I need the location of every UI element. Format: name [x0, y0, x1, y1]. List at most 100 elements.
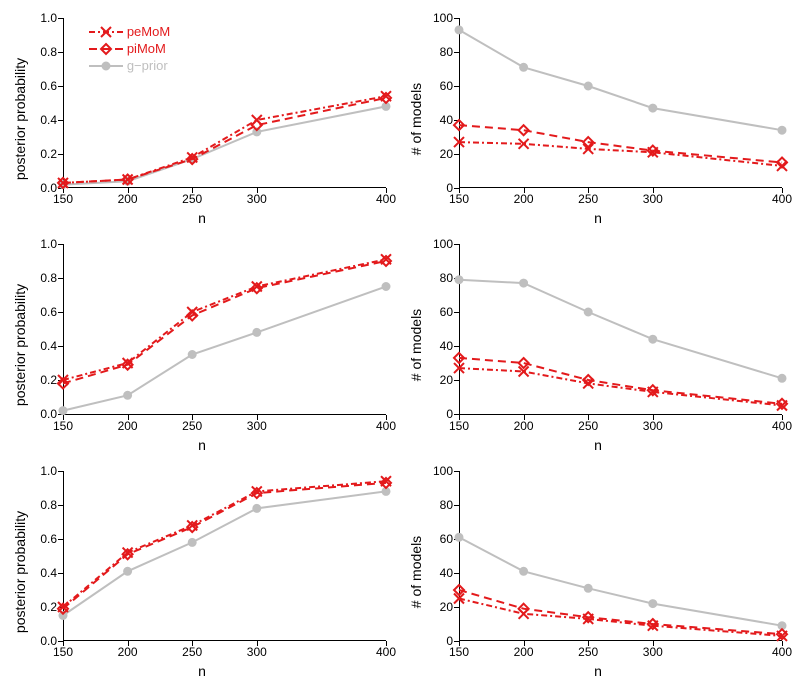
legend-swatch-peMoM — [89, 25, 123, 39]
series-marker-gprior — [124, 567, 132, 575]
series-line-peMoM — [459, 368, 782, 405]
series-line-peMoM — [63, 96, 386, 183]
x-tick-label: 400 — [772, 188, 792, 206]
series-marker-gprior — [382, 283, 390, 291]
x-axis-label: n — [594, 663, 602, 679]
x-tick-label: 200 — [118, 641, 138, 659]
plot-area: 0.00.20.40.60.81.0150200250300400 — [62, 471, 386, 641]
y-tick-label: 0.8 — [40, 271, 63, 285]
series-line-piMoM — [63, 483, 386, 609]
x-tick-label: 150 — [53, 641, 73, 659]
y-tick-label: 20 — [440, 147, 459, 161]
y-tick-label: 1.0 — [40, 11, 63, 25]
chart-panel-1: # of models n 020406080100150200250300400 — [406, 10, 790, 228]
x-axis-label: n — [594, 210, 602, 226]
x-tick-label: 400 — [376, 415, 396, 433]
y-axis-label: # of models — [408, 536, 424, 608]
series-marker-gprior — [253, 504, 261, 512]
x-axis-label: n — [198, 437, 206, 453]
series-marker-gprior — [520, 63, 528, 71]
x-tick-label: 200 — [514, 415, 534, 433]
y-tick-label: 20 — [440, 373, 459, 387]
x-tick-label: 300 — [247, 415, 267, 433]
x-axis-label: n — [198, 210, 206, 226]
x-tick-label: 300 — [643, 188, 663, 206]
x-tick-label: 250 — [578, 415, 598, 433]
x-tick-label: 300 — [643, 641, 663, 659]
series-marker-gprior — [188, 351, 196, 359]
y-tick-label: 80 — [440, 45, 459, 59]
y-tick-label: 0.6 — [40, 532, 63, 546]
chart-svg — [63, 244, 386, 414]
y-tick-label: 0.4 — [40, 113, 63, 127]
series-line-piMoM — [63, 261, 386, 383]
series-line-gprior — [63, 491, 386, 615]
legend-item-peMoM: peMoM — [89, 23, 170, 40]
y-axis-label: posterior probability — [12, 511, 28, 633]
y-axis-label: posterior probability — [12, 58, 28, 180]
series-marker-gprior — [455, 276, 463, 284]
series-marker-gprior — [584, 308, 592, 316]
x-tick-label: 150 — [449, 188, 469, 206]
x-tick-label: 250 — [182, 188, 202, 206]
legend-item-piMoM: piMoM — [89, 40, 170, 57]
series-line-peMoM — [63, 260, 386, 381]
x-tick-label: 250 — [182, 641, 202, 659]
legend-label: peMoM — [127, 24, 170, 40]
series-line-piMoM — [459, 125, 782, 162]
y-tick-label: 0.2 — [40, 147, 63, 161]
x-tick-label: 300 — [247, 188, 267, 206]
series-marker-gprior — [584, 584, 592, 592]
series-line-gprior — [63, 106, 386, 184]
plot-area: 020406080100150200250300400 — [458, 471, 782, 641]
y-axis-label: posterior probability — [12, 284, 28, 406]
plot-area: 020406080100150200250300400 — [458, 244, 782, 414]
series-line-gprior — [459, 280, 782, 379]
y-tick-label: 100 — [433, 237, 459, 251]
x-tick-label: 200 — [118, 415, 138, 433]
y-tick-label: 40 — [440, 566, 459, 580]
chart-panel-3: # of modelsn020406080100150200250300400 — [406, 236, 790, 454]
legend-swatch-gprior — [89, 59, 123, 73]
series-marker-gprior — [649, 104, 657, 112]
series-marker-peMoM — [519, 608, 529, 618]
chart-panel-4: posterior probabilityn0.00.20.40.60.81.0… — [10, 463, 394, 681]
series-marker-gprior — [124, 392, 132, 400]
x-tick-label: 200 — [514, 641, 534, 659]
series-line-piMoM — [63, 98, 386, 183]
x-tick-label: 200 — [118, 188, 138, 206]
x-tick-label: 400 — [376, 188, 396, 206]
x-tick-label: 400 — [376, 641, 396, 659]
y-tick-label: 0.8 — [40, 498, 63, 512]
series-marker-gprior — [520, 279, 528, 287]
series-marker-gprior — [253, 329, 261, 337]
legend: peMoMpiMoMg−prior — [89, 23, 170, 74]
chart-svg — [459, 244, 782, 414]
plot-area: 0.00.20.40.60.81.0150200250300400 — [62, 244, 386, 414]
x-tick-label: 150 — [53, 415, 73, 433]
series-line-gprior — [459, 537, 782, 625]
plot-area: 020406080100150200250300400 — [458, 18, 782, 188]
series-marker-gprior — [778, 375, 786, 383]
x-tick-label: 250 — [578, 188, 598, 206]
plot-area: 0.00.20.40.60.81.0150200250300400peMoMpi… — [62, 18, 386, 188]
chart-svg — [459, 471, 782, 641]
x-tick-label: 250 — [182, 415, 202, 433]
series-marker-gprior — [778, 126, 786, 134]
x-tick-label: 400 — [772, 415, 792, 433]
y-axis-label: # of models — [408, 83, 424, 155]
series-marker-gprior — [455, 533, 463, 541]
x-tick-label: 150 — [449, 641, 469, 659]
series-marker-gprior — [520, 567, 528, 575]
series-marker-gprior — [584, 82, 592, 90]
y-tick-label: 0.4 — [40, 566, 63, 580]
series-line-gprior — [63, 287, 386, 411]
y-tick-label: 100 — [433, 11, 459, 25]
legend-label: piMoM — [127, 41, 166, 57]
chart-panel-5: # of models n 020406080100150200250300400 — [406, 463, 790, 681]
y-tick-label: 80 — [440, 498, 459, 512]
x-tick-label: 300 — [247, 641, 267, 659]
x-axis-label: n — [594, 437, 602, 453]
chart-panel-2: posterior probability n 0.00.20.40.60.81.0… — [10, 236, 394, 454]
series-marker-gprior — [188, 538, 196, 546]
